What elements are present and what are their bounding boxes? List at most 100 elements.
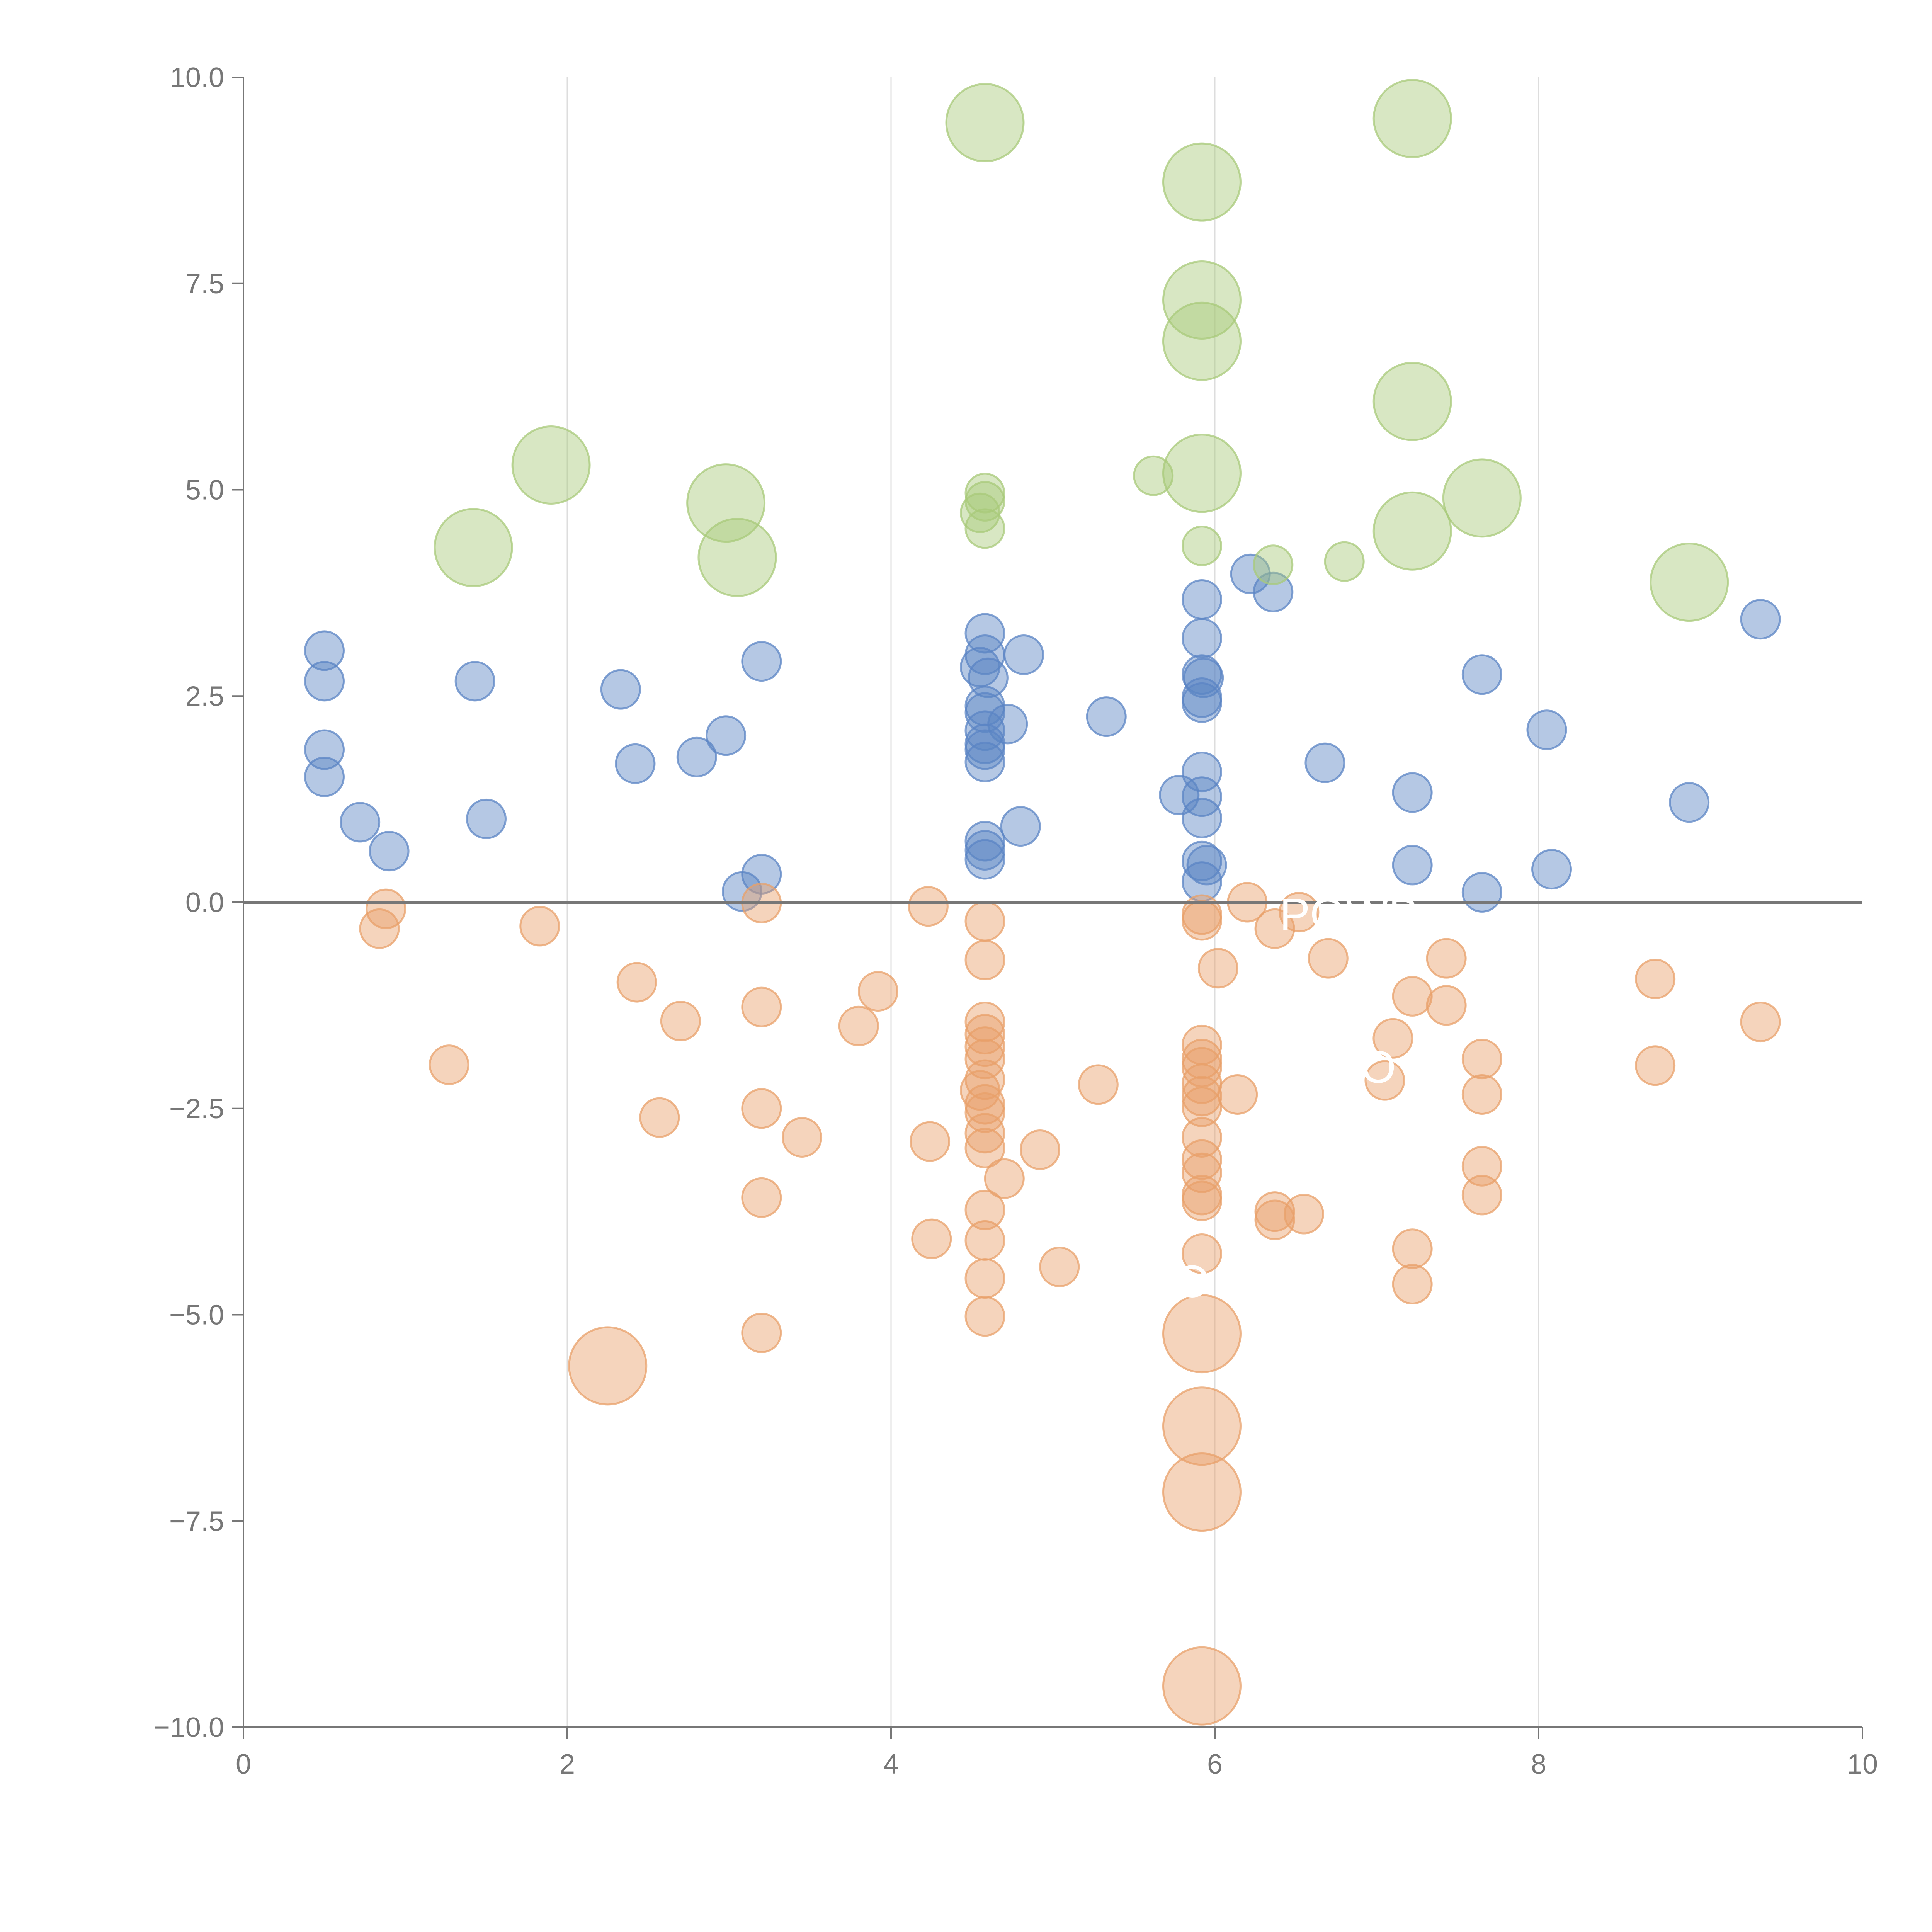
data-point-orange-22 [964, 1026, 1005, 1067]
data-point-blue-39 [1181, 752, 1222, 793]
data-point-orange-21 [964, 1014, 1005, 1055]
annotation-label-2: POWB [1280, 889, 1419, 940]
data-point-orange-46 [1181, 1117, 1222, 1158]
data-point-orange-8 [741, 986, 782, 1027]
data-point-orange-68 [1461, 1039, 1502, 1080]
data-point-blue-53 [1531, 849, 1572, 890]
data-point-blue-40 [1181, 776, 1222, 817]
x-tick-label: 6 [1207, 1749, 1223, 1780]
x-tick-label: 2 [560, 1749, 575, 1780]
data-point-orange-29 [964, 1128, 1005, 1168]
points-layer [304, 79, 1781, 1726]
data-point-green-large-6 [1162, 260, 1242, 340]
data-point-blue-13 [741, 641, 782, 682]
data-point-orange-66 [1426, 938, 1467, 979]
data-point-blue-10 [676, 736, 717, 777]
data-point-blue-55 [1740, 599, 1781, 640]
data-point-orange-72 [1635, 959, 1676, 1000]
data-point-orange-59 [1283, 1194, 1324, 1235]
data-point-orange-24 [964, 1059, 1005, 1100]
data-point-orange-large-4 [1162, 1646, 1242, 1726]
data-point-orange-36 [1039, 1247, 1080, 1287]
data-point-blue-6 [454, 661, 495, 702]
data-point-orange-20 [964, 1002, 1005, 1043]
data-point-orange-65 [1392, 1264, 1433, 1305]
data-point-blue-3 [304, 756, 345, 797]
data-point-blue-34 [1181, 618, 1222, 659]
data-point-blue-28 [964, 839, 1005, 880]
data-point-green-large-9 [1372, 79, 1452, 158]
data-point-green-large-5 [1162, 142, 1242, 222]
data-point-green-large-3 [697, 518, 777, 597]
data-point-blue-1 [304, 661, 345, 702]
annotation-label-0: A [1450, 93, 1480, 144]
data-point-orange-13 [838, 1005, 879, 1046]
data-point-orange-large-3 [1162, 1452, 1242, 1532]
data-point-orange-31 [964, 1189, 1005, 1230]
data-point-green-large-4 [945, 83, 1025, 162]
data-point-green-small-6 [1253, 544, 1294, 585]
data-point-orange-10 [782, 1117, 823, 1158]
data-point-orange-2 [519, 906, 560, 947]
annotation-label-5: O [1174, 1256, 1210, 1307]
data-point-orange-67 [1426, 985, 1467, 1026]
y-tick-label: −5.0 [169, 1300, 224, 1331]
data-point-orange-6 [639, 1097, 680, 1138]
data-point-orange-64 [1392, 1228, 1433, 1269]
x-tick-label: 4 [883, 1749, 899, 1780]
annotation-layer: A C POWB B O O [1174, 93, 1480, 1307]
data-point-green-large-11 [1372, 491, 1452, 571]
y-tick-label: 10.0 [170, 62, 224, 93]
data-point-blue-7 [466, 798, 507, 839]
data-point-blue-15 [964, 613, 1005, 654]
data-point-blue-26 [964, 821, 1005, 862]
data-point-orange-73 [1635, 1045, 1676, 1086]
data-point-orange-69 [1461, 1074, 1502, 1115]
annotation-label-3: B [1255, 1042, 1286, 1093]
data-point-orange-48 [1181, 1152, 1222, 1193]
data-point-green-small-3 [964, 508, 1005, 549]
data-point-orange-11 [741, 1177, 782, 1218]
data-point-orange-1 [359, 908, 400, 949]
data-point-blue-35 [1181, 654, 1222, 695]
data-point-blue-33 [1181, 579, 1222, 620]
data-point-green-large-13 [1650, 543, 1729, 622]
data-point-orange-39 [1181, 900, 1222, 941]
annotation-label-4: O [1361, 1042, 1396, 1093]
y-tick-label: −2.5 [169, 1094, 224, 1124]
data-point-orange-45 [1181, 1086, 1222, 1127]
data-point-orange-51 [1181, 1233, 1222, 1274]
data-point-green-large-8 [1162, 434, 1242, 513]
data-point-orange-55 [1254, 908, 1295, 949]
data-point-orange-57 [1254, 1191, 1295, 1232]
data-point-blue-27 [964, 830, 1005, 871]
data-point-orange-34 [964, 1296, 1005, 1337]
data-point-orange-44 [1181, 1076, 1222, 1117]
data-point-orange-32 [964, 1220, 1005, 1261]
data-point-orange-15 [908, 886, 949, 927]
data-point-orange-63 [1392, 976, 1433, 1017]
data-point-green-small-5 [1181, 526, 1222, 566]
data-point-blue-8 [600, 669, 641, 710]
data-point-blue-9 [615, 743, 656, 784]
data-point-orange-47 [1181, 1139, 1222, 1180]
data-point-green-large-10 [1372, 362, 1452, 441]
data-point-orange-62 [1372, 1018, 1413, 1059]
data-point-orange-12 [741, 1312, 782, 1353]
data-point-blue-0 [304, 630, 345, 671]
data-point-blue-48 [1392, 772, 1433, 813]
data-point-blue-5 [369, 831, 410, 872]
data-point-orange-16 [910, 1121, 951, 1162]
data-point-orange-4 [616, 962, 657, 1003]
data-point-green-large-0 [434, 508, 513, 587]
data-point-orange-18 [964, 901, 1005, 942]
data-point-orange-41 [1181, 1039, 1222, 1080]
data-point-blue-54 [1669, 782, 1710, 823]
y-tick-label: 5.0 [185, 475, 224, 506]
data-point-orange-large-2 [1162, 1386, 1242, 1466]
data-point-blue-24 [964, 729, 1005, 770]
data-point-orange-large-1 [1162, 1294, 1242, 1374]
data-point-orange-52 [1197, 948, 1238, 989]
data-point-blue-50 [1461, 654, 1502, 695]
x-tick-label: 8 [1531, 1749, 1546, 1780]
